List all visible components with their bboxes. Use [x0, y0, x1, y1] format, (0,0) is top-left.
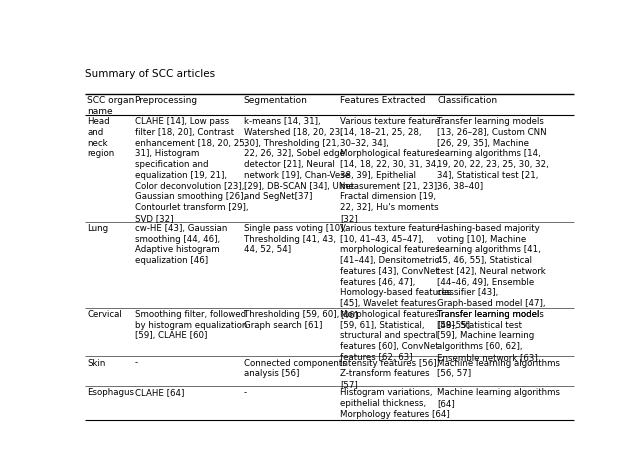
Text: Esophagus: Esophagus: [88, 388, 134, 397]
Text: Lung: Lung: [88, 224, 109, 233]
Text: Machine learning algorithms
[64]: Machine learning algorithms [64]: [437, 388, 560, 408]
Text: Transfer learning models
[13, 26–28], Custom CNN
[26, 29, 35], Machine
learning : Transfer learning models [13, 26–28], Cu…: [437, 117, 549, 191]
Text: -: -: [134, 358, 138, 367]
Text: Various texture feature
[14, 18–21, 25, 28,
30–32, 34],
Morphological features
[: Various texture feature [14, 18–21, 25, …: [340, 117, 440, 223]
Text: Skin: Skin: [88, 358, 106, 367]
Text: Thresholding [59, 60],
Graph search [61]: Thresholding [59, 60], Graph search [61]: [244, 310, 339, 330]
Text: Smoothing filter, followed
by histogram equalization
[59], CLAHE [60]: Smoothing filter, followed by histogram …: [134, 310, 247, 340]
Text: Summary of SCC articles: Summary of SCC articles: [85, 69, 215, 79]
Text: Classification: Classification: [437, 96, 497, 105]
Text: -: -: [244, 388, 247, 397]
Text: Features Extracted: Features Extracted: [340, 96, 426, 105]
Text: CLAHE [14], Low pass
filter [18, 20], Contrast
enhancement [18, 20, 25,
31], His: CLAHE [14], Low pass filter [18, 20], Co…: [134, 117, 248, 223]
Text: Single pass voting [10],
Thresholding [41, 43,
44, 52, 54]: Single pass voting [10], Thresholding [4…: [244, 224, 346, 254]
Text: Transfer learning model
[58], Statistical test
[59], Machine learning
algorithms: Transfer learning model [58], Statistica…: [437, 310, 540, 362]
Text: Segmentation: Segmentation: [244, 96, 308, 105]
Text: Morphological features
[59, 61], Statistical,
structural and spectral
features [: Morphological features [59, 61], Statist…: [340, 310, 439, 362]
Text: SCC organ
name: SCC organ name: [88, 96, 134, 116]
Text: k-means [14, 31],
Watershed [18, 20, 23,
30], Thresholding [21,
22, 26, 32], Sob: k-means [14, 31], Watershed [18, 20, 23,…: [244, 117, 354, 201]
Text: Head
and
neck
region: Head and neck region: [88, 117, 115, 159]
Text: Intensity features [56],
Z-transform features
[57]: Intensity features [56], Z-transform fea…: [340, 358, 440, 389]
Text: Various texture feature
[10, 41–43, 45–47],
morphological features
[41–44], Dens: Various texture feature [10, 41–43, 45–4…: [340, 224, 452, 319]
Text: Machine learning algorithms
[56, 57]: Machine learning algorithms [56, 57]: [437, 358, 560, 378]
Text: Cervical: Cervical: [88, 310, 122, 319]
Text: Histogram variations,
epithelial thickness,
Morphology features [64]: Histogram variations, epithelial thickne…: [340, 388, 450, 419]
Text: cw-HE [43], Gaussian
smoothing [44, 46],
Adaptive histogram
equalization [46]: cw-HE [43], Gaussian smoothing [44, 46],…: [134, 224, 227, 265]
Text: Hashing-based majority
voting [10], Machine
learning algorithms [41,
45, 46, 55]: Hashing-based majority voting [10], Mach…: [437, 224, 546, 329]
Text: Preprocessing: Preprocessing: [134, 96, 198, 105]
Text: CLAHE [64]: CLAHE [64]: [134, 388, 184, 397]
Text: Connected components
analysis [56]: Connected components analysis [56]: [244, 358, 346, 378]
